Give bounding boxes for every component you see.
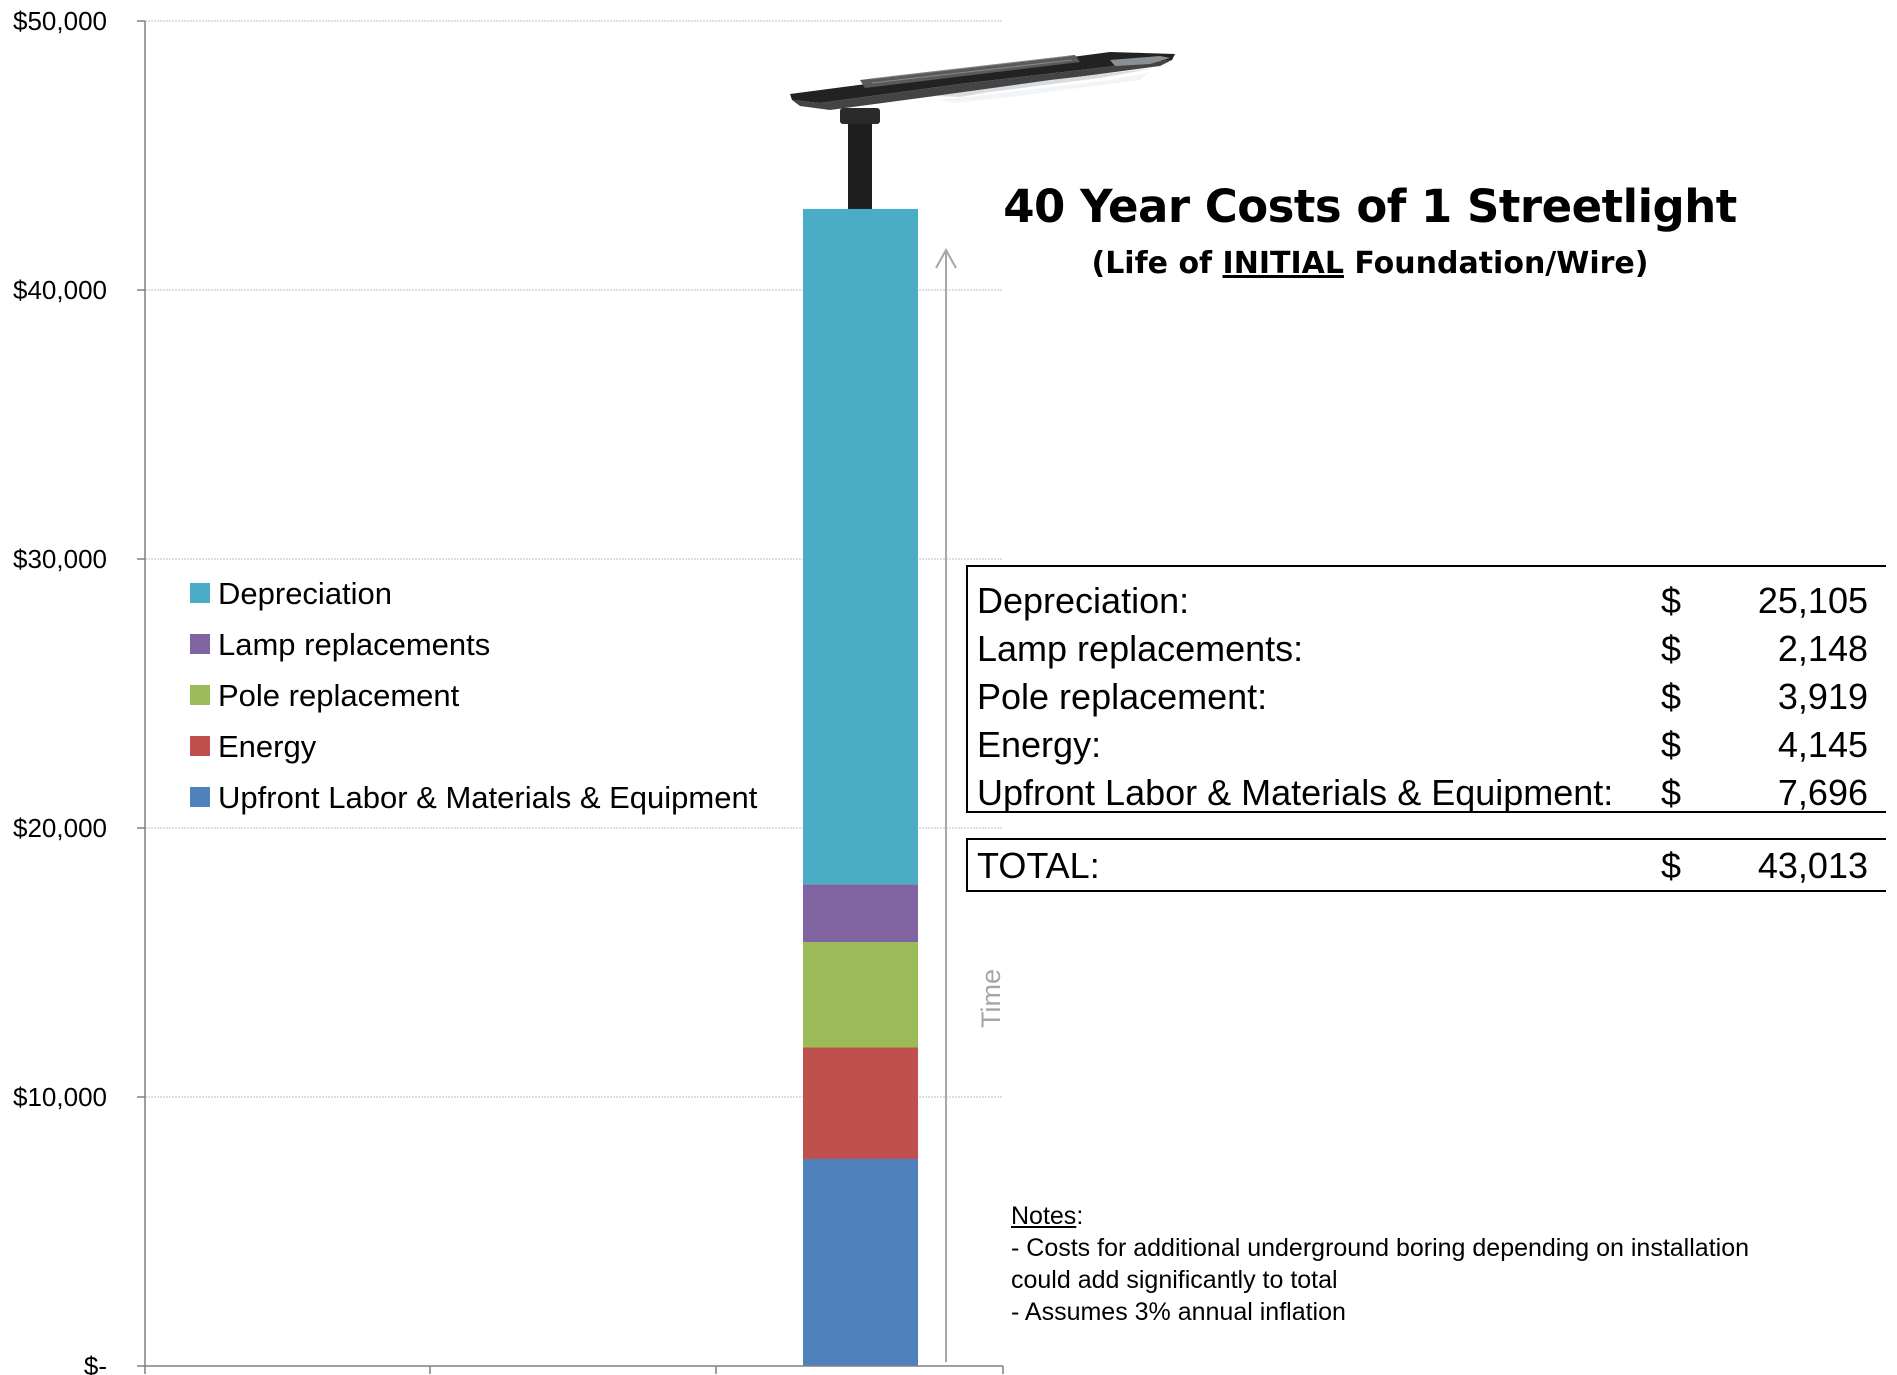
cost-row-value: 7,696 [1777,772,1868,813]
legend-label: Energy [218,729,317,764]
chart-subtitle: (Life of INITIAL Foundation/Wire) [980,246,1760,281]
cost-breakdown-table: Depreciation: $ 25,105 Lamp replacements… [966,565,1886,813]
y-tick-label: $30,000 [13,544,107,574]
notes-block: Notes: - Costs for additional undergroun… [1011,1200,1749,1328]
notes-heading: Notes: [1011,1202,1084,1230]
cost-row: Lamp replacements: $ 2,148 [968,625,1886,673]
cost-row-value: 4,145 [1777,724,1868,765]
cost-row-label: Lamp replacements: [977,628,1304,669]
bar-segment [803,884,918,943]
legend-swatch [190,685,210,705]
cost-row: Pole replacement: $ 3,919 [968,673,1886,721]
cost-row: Depreciation: $ 25,105 [968,577,1886,625]
notes-heading-text: Notes [1011,1202,1077,1230]
stacked-bar [803,208,918,1366]
legend-label: Upfront Labor & Materials & Equipment [218,780,758,815]
chart-title: 40 Year Costs of 1 Streetlight [1003,180,1737,233]
cost-row-currency: $ [1661,580,1682,621]
y-tick-label: $40,000 [13,275,107,305]
cost-row: Energy: $ 4,145 [968,721,1886,769]
time-arrow: Time [935,247,1006,1362]
cost-row-value: 25,105 [1757,580,1868,621]
bar-segment [803,1047,918,1159]
cost-row-value: 2,148 [1777,628,1868,669]
subtitle-part-2: INITIAL [1222,246,1344,281]
streetlight-head-icon [790,52,1175,218]
y-tick-label: $10,000 [13,1082,107,1112]
legend-swatch [190,634,210,654]
y-tick-label: $20,000 [13,813,107,843]
total-row: TOTAL: $ 43,013 [968,840,1886,892]
time-arrow-label: Time [976,969,1006,1028]
total-box: TOTAL: $ 43,013 [966,838,1886,892]
bar-segment [803,208,918,885]
axes [137,20,1004,1374]
legend: Depreciation Lamp replacements Pole replac… [190,576,758,815]
subtitle-part-1: (Life of [1091,246,1223,281]
cost-row-currency: $ [1661,772,1682,813]
bar-segment [803,1158,918,1366]
cost-row-label: Energy: [977,724,1102,765]
cost-row-label: Depreciation: [977,580,1190,621]
legend-label: Lamp replacements [218,627,490,662]
notes-line: - Costs for additional underground borin… [1011,1234,1750,1262]
notes-line: - Assumes 3% annual inflation [1011,1298,1346,1326]
bar-segment [803,942,918,1048]
notes-line: could add significantly to total [1011,1266,1338,1294]
cost-row-value: 3,919 [1777,676,1868,717]
y-tick-label: $- [84,1351,107,1375]
cost-row-label: Pole replacement: [977,676,1268,717]
cost-row: Upfront Labor & Materials & Equipment: $… [968,769,1886,817]
subtitle-part-3: Foundation/Wire) [1343,246,1649,281]
total-value: 43,013 [1757,845,1868,886]
total-label: TOTAL: [977,845,1100,886]
y-tick-label: $50,000 [13,6,107,36]
cost-row-currency: $ [1661,628,1682,669]
legend-swatch [190,583,210,603]
cost-row-currency: $ [1661,676,1682,717]
cost-row-label: Upfront Labor & Materials & Equipment: [977,772,1614,813]
legend-swatch [190,736,210,756]
cost-row-currency: $ [1661,724,1682,765]
y-tick-labels: $- $10,000 $20,000 $30,000 $40,000 $50,000 [13,6,107,1375]
time-arrow-head [935,247,957,269]
total-currency: $ [1661,845,1682,886]
legend-swatch [190,787,210,807]
legend-label: Depreciation [218,576,392,611]
legend-label: Pole replacement [218,678,460,713]
